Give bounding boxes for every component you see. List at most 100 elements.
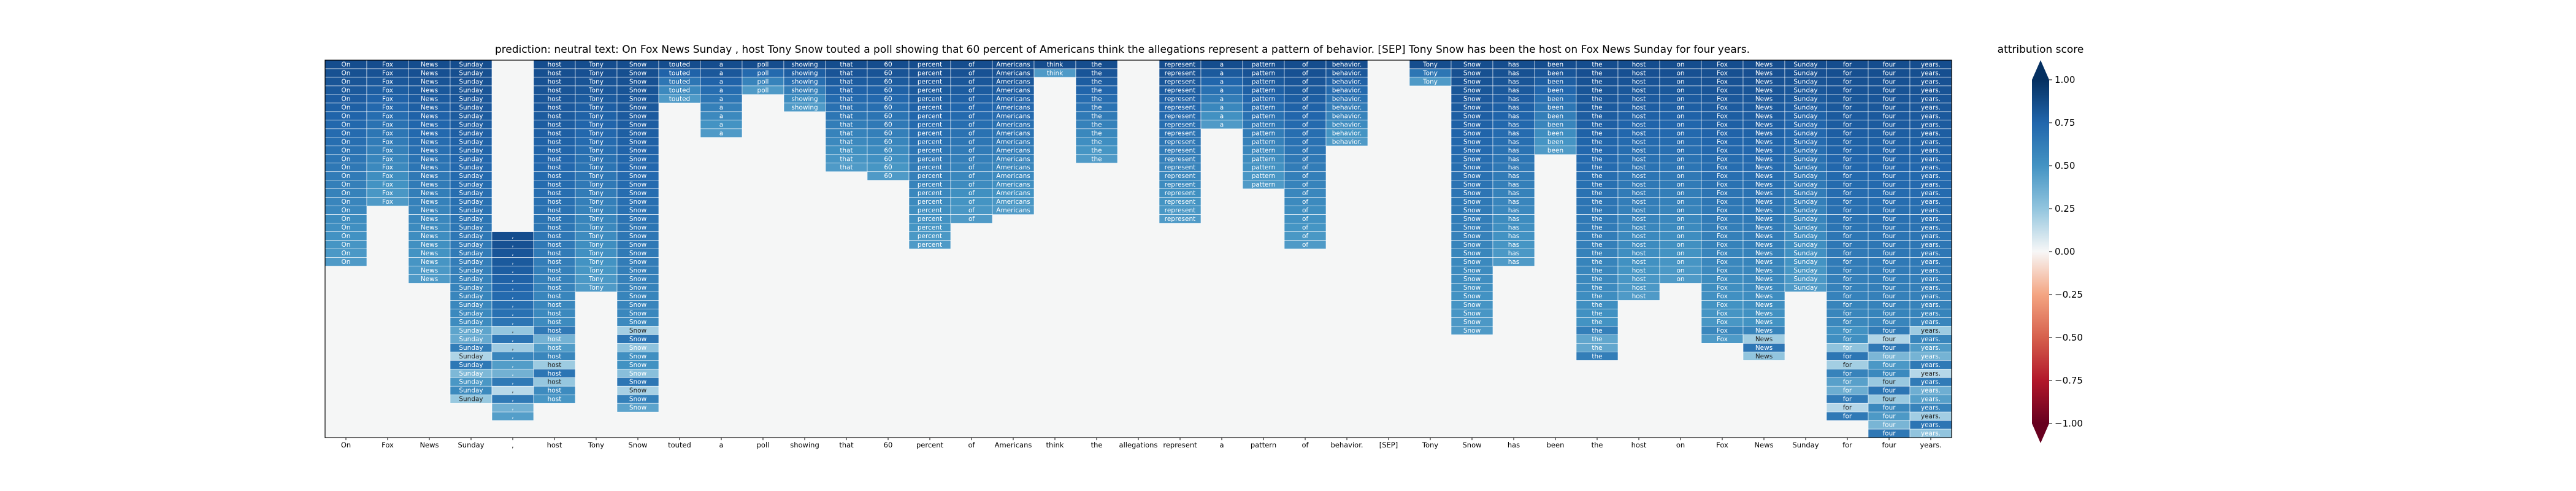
cell-token-label: Sunday bbox=[1793, 241, 1817, 249]
cell-token-label: percent bbox=[918, 95, 942, 102]
cell-token-label: Snow bbox=[1463, 78, 1481, 85]
cell-token-label: the bbox=[1592, 284, 1602, 292]
cell-token-label: On bbox=[342, 258, 351, 266]
cell-token-label: the bbox=[1091, 95, 1102, 102]
cell-token-label: years. bbox=[1921, 250, 1941, 257]
cell-token-label: Sunday bbox=[1793, 155, 1817, 163]
cell-token-label: that bbox=[840, 112, 853, 120]
colorbar-tick-label: 0.50 bbox=[2055, 160, 2075, 171]
cell-token-label: a bbox=[719, 95, 723, 102]
cell-token-label: years. bbox=[1921, 353, 1941, 360]
cell-token-label: host bbox=[1632, 241, 1646, 249]
cell-token-label: of bbox=[968, 104, 975, 111]
cell-token-label: the bbox=[1592, 336, 1602, 343]
cell-token-label: Fox bbox=[1717, 95, 1728, 102]
cell-token-label: percent bbox=[918, 61, 942, 68]
cell-token-label: News bbox=[421, 138, 438, 145]
cell-token-label: for bbox=[1843, 164, 1852, 171]
cell-token-label: represent bbox=[1165, 78, 1195, 85]
cell-token-label: of bbox=[1302, 61, 1308, 68]
cell-token-label: been bbox=[1547, 130, 1563, 137]
cell-token-label: years. bbox=[1921, 78, 1941, 85]
cell-token-label: years. bbox=[1921, 138, 1941, 145]
cell-token-label: on bbox=[1676, 112, 1684, 120]
cell-token-label: four bbox=[1882, 379, 1896, 386]
cell-token-label: for bbox=[1843, 327, 1852, 334]
cell-token-label: has bbox=[1508, 172, 1520, 180]
cell-token-label: News bbox=[421, 87, 438, 94]
cell-token-label: of bbox=[968, 207, 975, 214]
cell-token-label: host bbox=[1632, 181, 1646, 188]
x-tick-label: years. bbox=[1920, 441, 1941, 449]
cell-token-label: Tony bbox=[588, 130, 604, 137]
cell-token-label: Sunday bbox=[1793, 78, 1817, 85]
cell-token-label: behavior. bbox=[1332, 104, 1362, 111]
cell-token-label: Fox bbox=[382, 69, 393, 77]
cell-token-label: on bbox=[1676, 181, 1684, 188]
cell-token-label: Fox bbox=[382, 104, 393, 111]
cell-token-label: has bbox=[1508, 233, 1520, 240]
cell-token-label: Fox bbox=[1717, 61, 1728, 68]
cell-token-label: Snow bbox=[1463, 147, 1481, 154]
cell-token-label: years. bbox=[1921, 198, 1941, 206]
cell-token-label: Fox bbox=[1717, 327, 1728, 334]
cell-token-label: of bbox=[968, 138, 975, 145]
cell-token-label: Sunday bbox=[459, 61, 483, 68]
cell-token-label: a bbox=[719, 69, 723, 77]
cell-token-label: has bbox=[1508, 95, 1520, 102]
cell-token-label: News bbox=[1755, 267, 1773, 274]
cell-token-label: Tony bbox=[588, 69, 604, 77]
cell-token-label: four bbox=[1882, 61, 1896, 68]
cell-token-label: for bbox=[1843, 147, 1852, 154]
cell-token-label: Sunday bbox=[1793, 284, 1817, 292]
cell-token-label: Fox bbox=[382, 190, 393, 197]
cell-token-label: News bbox=[1755, 190, 1773, 197]
cell-token-label: on bbox=[1676, 207, 1684, 214]
cell-token-label: been bbox=[1547, 138, 1563, 145]
cell-token-label: for bbox=[1843, 387, 1852, 395]
cell-token-label: the bbox=[1091, 61, 1102, 68]
cell-token-label: Tony bbox=[588, 267, 604, 274]
cell-token-label: of bbox=[1302, 87, 1308, 94]
cell-token-label: that bbox=[840, 138, 853, 145]
cell-token-label: Sunday bbox=[459, 336, 483, 343]
cell-token-label: Sunday bbox=[1793, 130, 1817, 137]
cell-token-label: behavior. bbox=[1332, 78, 1362, 85]
x-tick-label: think bbox=[1046, 441, 1064, 449]
cell-token-label: four bbox=[1882, 130, 1896, 137]
cell-token-label: of bbox=[968, 61, 975, 68]
cell-token-label: host bbox=[548, 198, 562, 206]
cell-token-label: years. bbox=[1921, 361, 1941, 369]
cell-token-label: host bbox=[1632, 61, 1646, 68]
cell-token-label: , bbox=[512, 276, 513, 283]
cell-token-label: the bbox=[1592, 172, 1602, 180]
cell-token-label: years. bbox=[1921, 293, 1941, 300]
cell-token-label: has bbox=[1508, 78, 1520, 85]
cell-token-label: Snow bbox=[1463, 276, 1481, 283]
x-tick-label: of bbox=[968, 441, 975, 449]
cell-token-label: the bbox=[1091, 121, 1102, 128]
cell-token-label: poll bbox=[757, 69, 769, 77]
cell-token-label: News bbox=[421, 172, 438, 180]
cell-token-label: host bbox=[1632, 258, 1646, 266]
cell-token-label: touted bbox=[669, 69, 690, 77]
cell-token-label: Sunday bbox=[1793, 250, 1817, 257]
cell-token-label: on bbox=[1676, 87, 1684, 94]
cell-token-label: host bbox=[548, 370, 562, 377]
cell-token-label: Fox bbox=[1717, 181, 1728, 188]
cell-token-label: four bbox=[1882, 422, 1896, 429]
colorbar-top-extension bbox=[2032, 60, 2049, 80]
cell-token-label: Snow bbox=[1463, 310, 1481, 317]
cell-token-label: News bbox=[421, 164, 438, 171]
cell-token-label: Sunday bbox=[459, 95, 483, 102]
cell-token-label: host bbox=[548, 112, 562, 120]
cell-token-label: four bbox=[1882, 112, 1896, 120]
cell-token-label: Americans bbox=[996, 147, 1030, 154]
cell-token-label: Snow bbox=[629, 121, 647, 128]
cell-token-label: Sunday bbox=[459, 155, 483, 163]
cell-token-label: host bbox=[1632, 233, 1646, 240]
cell-token-label: the bbox=[1592, 250, 1602, 257]
cell-token-label: On bbox=[342, 172, 351, 180]
cell-token-label: on bbox=[1676, 61, 1684, 68]
